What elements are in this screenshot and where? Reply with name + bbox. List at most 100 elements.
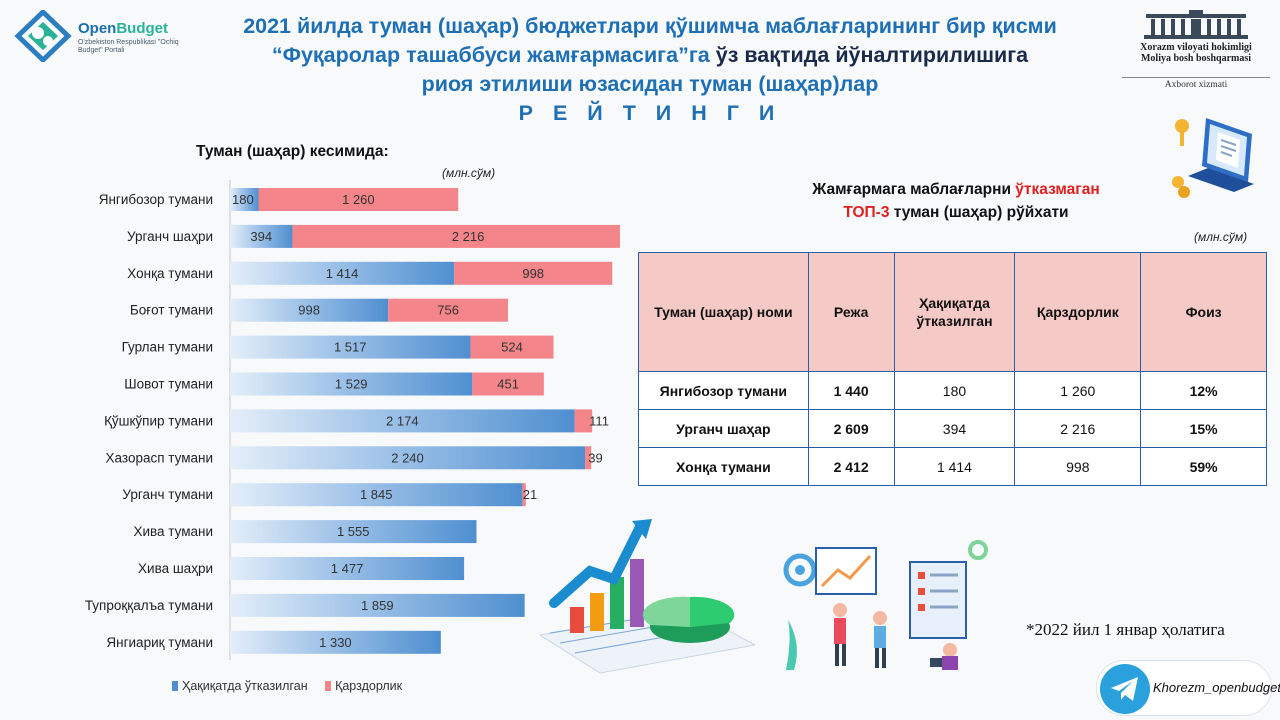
org-logo: Xorazm viloyati hokimligi Moliya bosh bo… bbox=[1122, 10, 1270, 90]
top3-title: Жамғармага маблағларни ўтказмаган ТОП-3 … bbox=[760, 178, 1152, 224]
top3-title-part-2: туман (шаҳар) рўйхати bbox=[893, 204, 1069, 221]
top3-title-line-2: ТОП-3 туман (шаҳар) рўйхати bbox=[760, 201, 1152, 224]
openbudget-name: OpenBudget bbox=[78, 20, 168, 37]
payment-illustration bbox=[1168, 112, 1260, 207]
telegram-icon-circle bbox=[1100, 664, 1150, 714]
legend-label-debt: Қарздорлик bbox=[335, 679, 403, 693]
cell-debt: 2 216 bbox=[1014, 409, 1142, 448]
value-label-transferred: 1 845 bbox=[360, 487, 393, 502]
title-line-3: риоя этилиши юзасидан туман (шаҳар)лар bbox=[421, 72, 879, 96]
value-label-transferred: 1 477 bbox=[331, 561, 364, 576]
bar-transferred bbox=[230, 593, 525, 617]
value-label-debt: 756 bbox=[437, 303, 459, 318]
cell-plan: 2 609 bbox=[807, 409, 895, 448]
col-header-transferred: Ҳақиқатда ўтказилган bbox=[893, 252, 1016, 372]
title-line-4: Р Е Й Т И Н Г И bbox=[518, 101, 782, 125]
value-label-debt: 451 bbox=[497, 377, 519, 392]
org-logo-line-1: Xorazm viloyati hokimligi bbox=[1140, 42, 1252, 53]
category-label: Гурлан тумани bbox=[122, 340, 213, 355]
chart-unit-label: (млн.сўм) bbox=[442, 166, 496, 180]
title-line-2: “Фуқаролар ташаббуси жамғармасига”га ўз … bbox=[190, 41, 1110, 70]
category-label: Янгиариқ тумани bbox=[106, 635, 213, 650]
col-header-debt: Қарздорлик bbox=[1014, 252, 1142, 372]
value-label-debt: 39 bbox=[588, 450, 602, 465]
bar-debt bbox=[574, 409, 593, 433]
bar-transferred bbox=[230, 409, 575, 433]
table-row: Янгибозор тумани 1 440 180 1 260 12% bbox=[638, 371, 1267, 410]
cell-transferred: 1 414 bbox=[893, 447, 1016, 486]
openbudget-name-part2: Budget bbox=[116, 20, 169, 37]
cell-district: Урганч шаҳар bbox=[638, 409, 809, 448]
org-logo-line-3: Axborot xizmati bbox=[1164, 80, 1228, 90]
legend-label-transferred: Ҳақиқатда ўтказилган bbox=[182, 679, 308, 693]
value-label-transferred: 1 859 bbox=[361, 598, 394, 613]
value-label-transferred: 2 174 bbox=[386, 413, 419, 428]
value-label-debt: 524 bbox=[501, 340, 523, 355]
bar-transferred bbox=[230, 188, 259, 211]
category-label: Боғот тумани bbox=[130, 303, 213, 318]
cell-transferred: 180 bbox=[893, 371, 1016, 410]
category-label: Қўшкўпир тумани bbox=[104, 413, 213, 428]
category-label: Хива шаҳри bbox=[138, 561, 213, 576]
openbudget-logo-icon bbox=[14, 10, 72, 62]
cell-percent: 59% bbox=[1140, 447, 1267, 486]
government-building-icon bbox=[1144, 10, 1248, 39]
table-header-row: Туман (шаҳар) номи Режа Ҳақиқатда ўткази… bbox=[638, 252, 1267, 372]
col-header-district: Туман (шаҳар) номи bbox=[638, 252, 809, 372]
growth-charts-icon bbox=[538, 519, 757, 674]
bar-debt bbox=[388, 298, 509, 322]
chart-section-title: Туман (шаҳар) кесимида: bbox=[196, 143, 389, 160]
value-label-debt: 2 216 bbox=[452, 229, 485, 244]
top3-title-part-1: Жамғармага маблағларни bbox=[812, 181, 1011, 198]
col-header-percent: Фоиз bbox=[1140, 252, 1267, 372]
cell-plan: 1 440 bbox=[807, 371, 895, 410]
bar-debt bbox=[258, 188, 459, 211]
telegram-channel-link[interactable]: Khorezm_openbudget bbox=[1096, 660, 1280, 716]
legend-item-transferred: Ҳақиқатда ўтказилган bbox=[172, 679, 308, 693]
category-label: Шовот тумани bbox=[124, 377, 213, 392]
value-label-debt: 111 bbox=[589, 413, 609, 428]
openbudget-name-part1: Open bbox=[78, 20, 117, 37]
title-line-1: 2021 йилда туман (шаҳар) бюджетлари қўши… bbox=[243, 14, 1057, 38]
analytics-illustration bbox=[538, 515, 757, 680]
cell-transferred: 394 bbox=[893, 409, 1016, 448]
value-label-transferred: 180 bbox=[232, 192, 254, 207]
value-label-transferred: 1 529 bbox=[335, 377, 368, 392]
telegram-handle: Khorezm_openbudget bbox=[1153, 680, 1280, 695]
cell-debt: 1 260 bbox=[1014, 371, 1142, 410]
title-line-2-dark: ўз вақтида йўналтирилишига bbox=[715, 43, 1029, 67]
bar-transferred bbox=[230, 298, 389, 322]
value-label-transferred: 2 240 bbox=[391, 450, 424, 465]
table-unit-label: (млн.сўм) bbox=[1194, 230, 1248, 244]
cell-district: Хонқа тумани bbox=[638, 447, 809, 486]
bar-transferred bbox=[230, 372, 473, 396]
org-logo-line-2: Moliya bosh boshqarmasi bbox=[1140, 53, 1252, 64]
date-note: *2022 йил 1 январ ҳолатига bbox=[1026, 620, 1225, 639]
cell-district: Янгибозор тумани bbox=[638, 371, 809, 410]
page-title: 2021 йилда туман (шаҳар) бюджетлари қўши… bbox=[190, 12, 1110, 128]
category-label: Хива тумани bbox=[133, 524, 213, 539]
value-label-transferred: 998 bbox=[298, 303, 320, 318]
legend-swatch-debt bbox=[325, 681, 332, 691]
top3-title-red-2: ТОП-3 bbox=[843, 204, 890, 221]
telegram-icon bbox=[1111, 677, 1138, 701]
top3-title-red-1: ўтказмаган bbox=[1015, 181, 1100, 198]
bar-debt bbox=[292, 224, 620, 248]
value-label-debt: 998 bbox=[522, 266, 544, 281]
category-label: Урганч тумани bbox=[122, 487, 213, 502]
bar-transferred bbox=[230, 557, 465, 580]
bar-transferred bbox=[230, 483, 523, 507]
cell-plan: 2 412 bbox=[807, 447, 895, 486]
table-row: Урганч шаҳар 2 609 394 2 216 15% bbox=[638, 409, 1267, 448]
cell-debt: 998 bbox=[1014, 447, 1142, 486]
bar-transferred bbox=[230, 520, 477, 544]
chart-legend: Ҳақиқатда ўтказилган Қарздорлик bbox=[172, 679, 416, 693]
bar-transferred bbox=[230, 224, 293, 248]
title-line-2-blue: “Фуқаролар ташаббуси жамғармасига”га bbox=[271, 43, 710, 67]
value-label-debt: 21 bbox=[523, 487, 537, 502]
top3-table: Туман (шаҳар) номи Режа Ҳақиқатда ўткази… bbox=[638, 252, 1267, 486]
value-label-transferred: 1 414 bbox=[326, 266, 359, 281]
bar-transferred bbox=[230, 261, 455, 285]
value-label-debt: 1 260 bbox=[342, 192, 375, 207]
bar-transferred bbox=[230, 446, 586, 470]
